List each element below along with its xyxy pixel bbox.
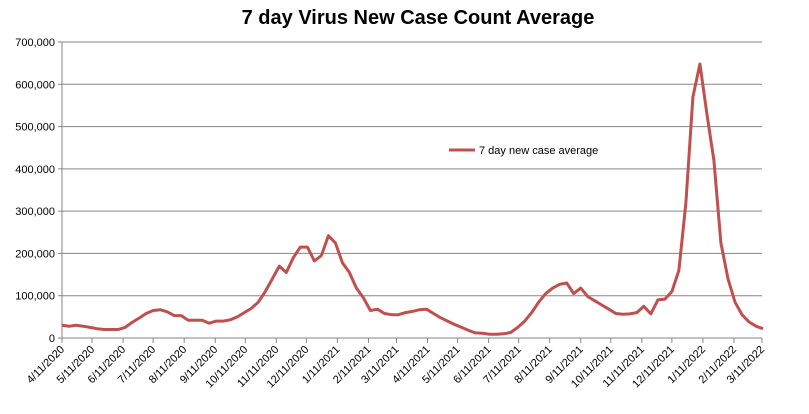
legend: 7 day new case average [449,145,598,157]
y-tick-label: 600,000 [15,79,55,91]
series-line [61,62,764,336]
y-tick-label: 0 [49,333,55,345]
legend-label: 7 day new case average [479,145,598,157]
y-tick-label: 400,000 [15,164,55,176]
chart-title: 7 day Virus New Case Count Average [242,7,595,29]
y-tick-label: 100,000 [15,291,55,303]
y-tick-label: 300,000 [15,206,55,218]
y-tick-label: 500,000 [15,122,55,134]
y-tick-label: 200,000 [15,248,55,260]
y-tick-label: 700,000 [15,37,55,49]
